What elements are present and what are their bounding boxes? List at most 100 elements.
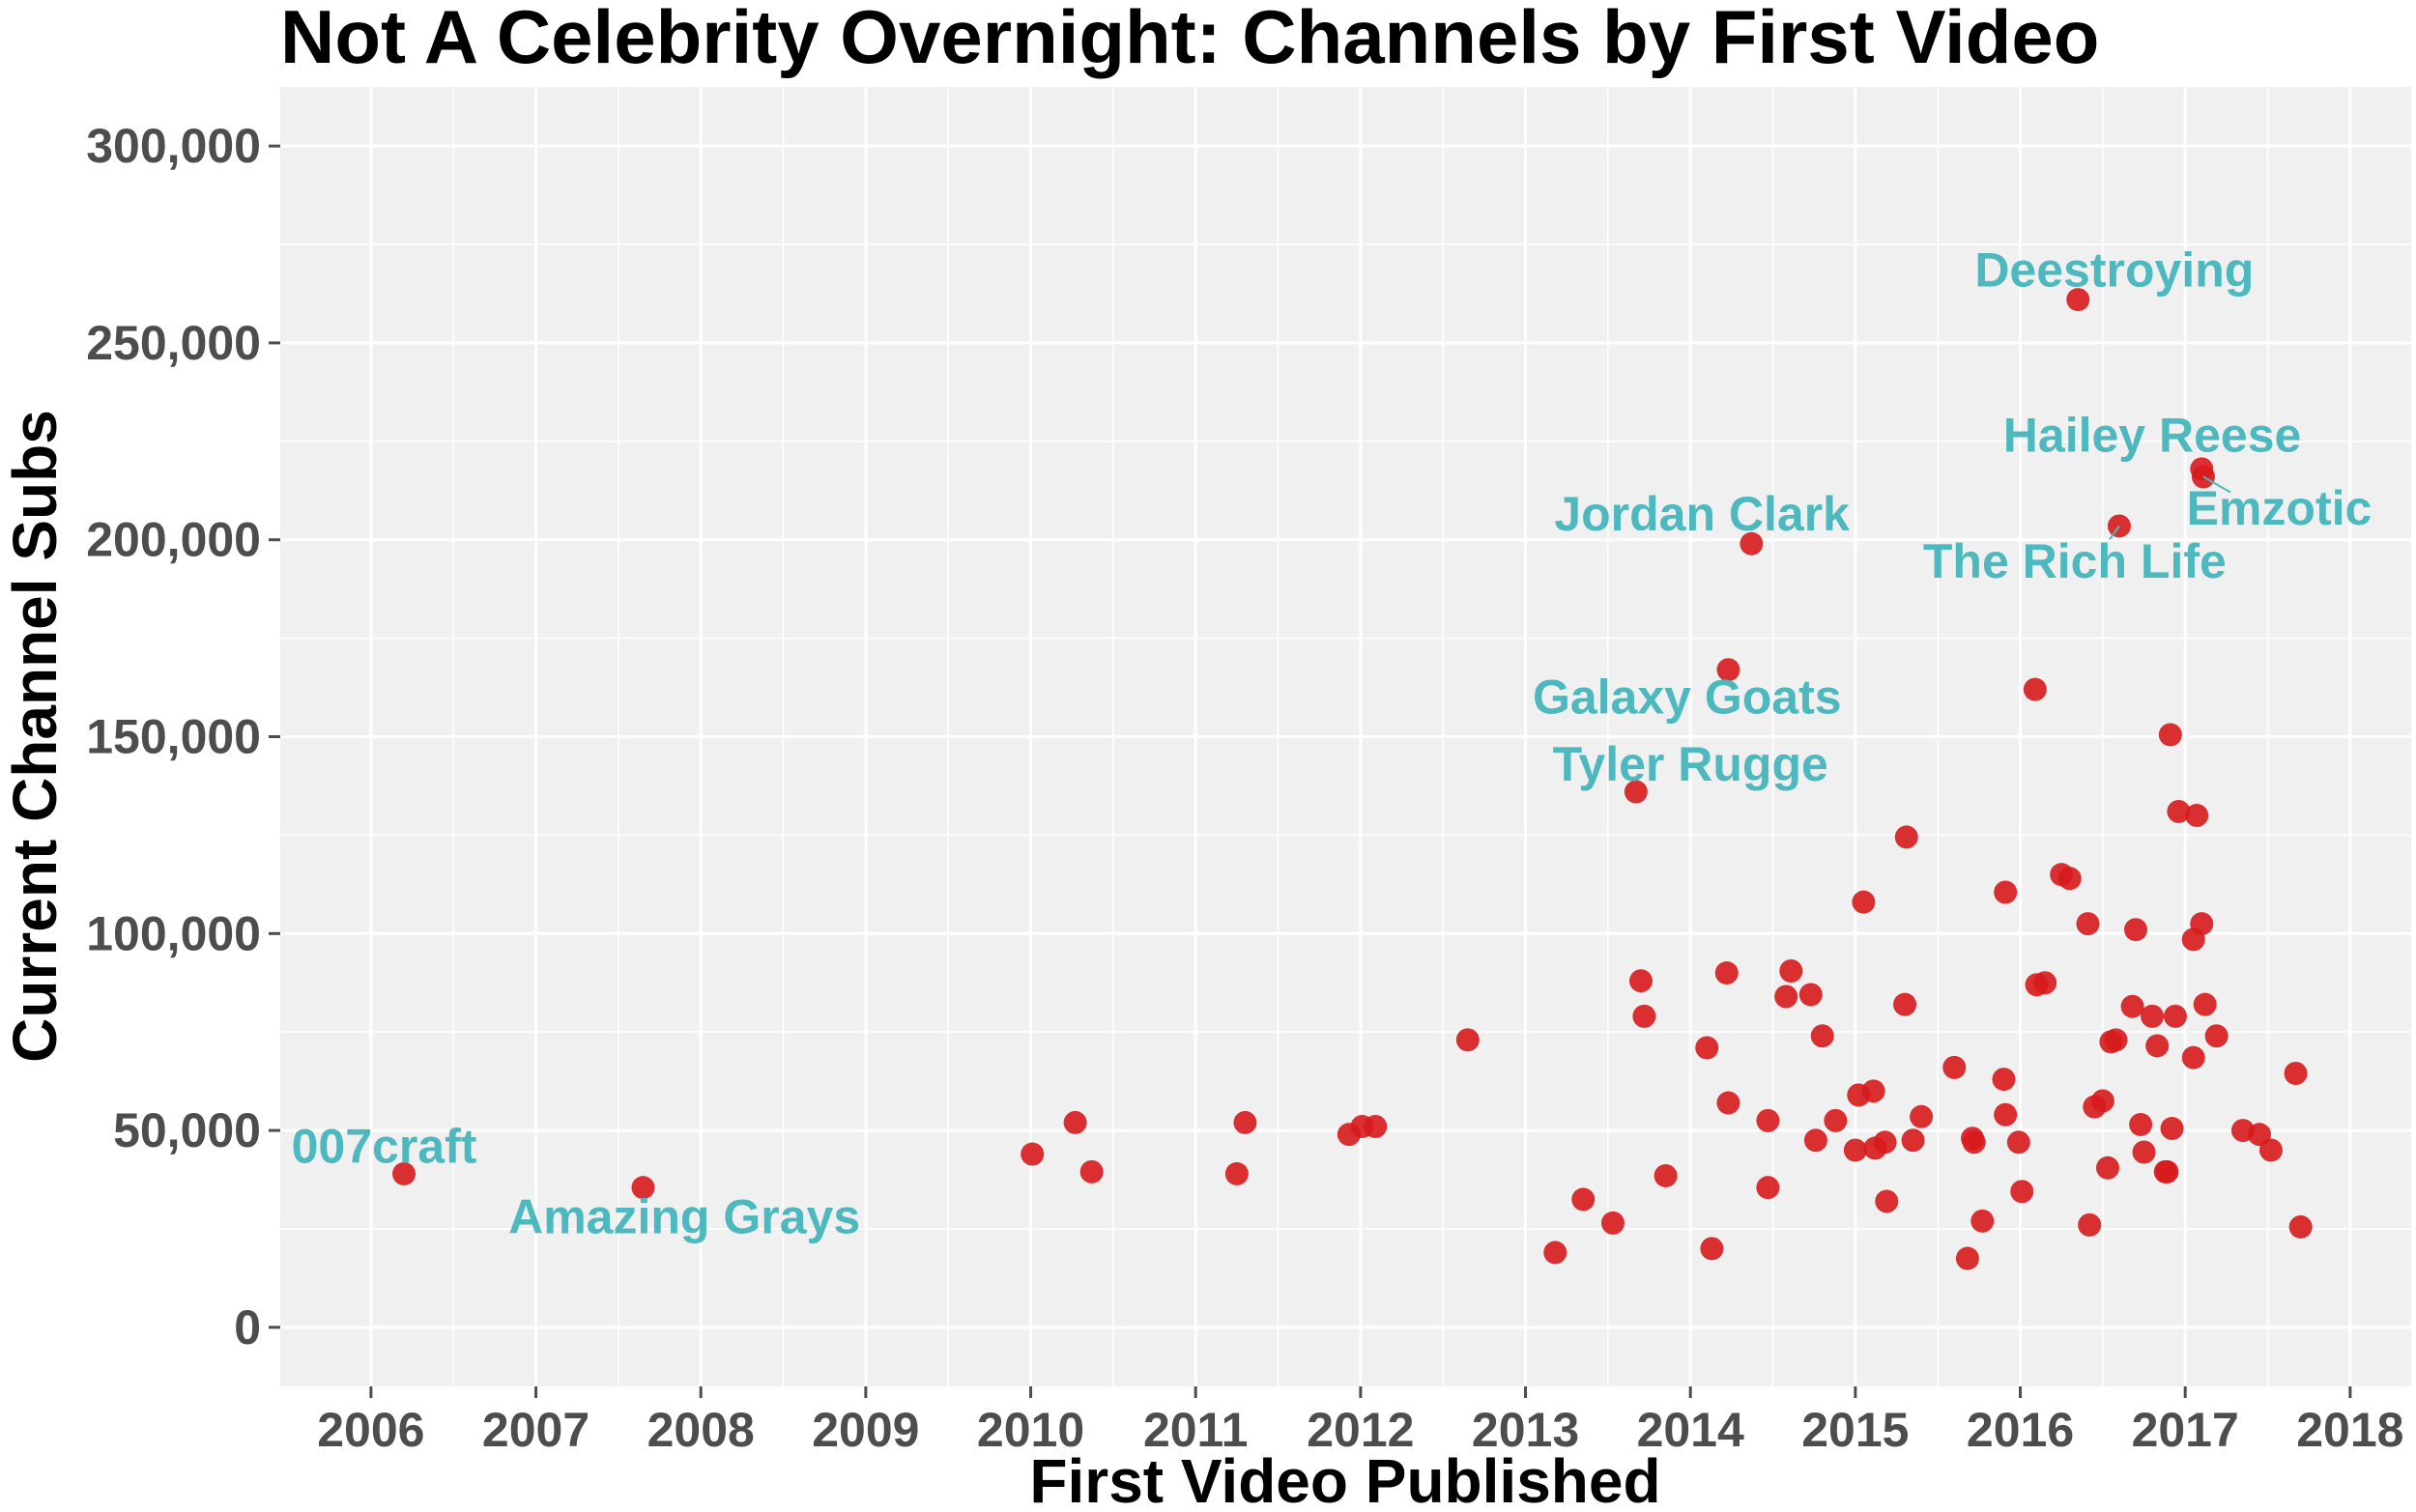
data-point xyxy=(1875,1189,1899,1213)
data-point xyxy=(1063,1110,1087,1134)
data-point xyxy=(1803,1128,1827,1153)
data-point xyxy=(2023,677,2047,701)
x-tick-label: 2010 xyxy=(977,1403,1084,1457)
data-point xyxy=(631,1176,655,1200)
data-point xyxy=(2095,1155,2119,1180)
x-tick-label: 2009 xyxy=(812,1403,919,1457)
data-point xyxy=(1894,825,1918,849)
data-point xyxy=(1714,961,1739,985)
data-point xyxy=(2033,971,2057,995)
x-tick-label: 2012 xyxy=(1307,1403,1414,1457)
data-point xyxy=(1756,1108,1780,1132)
chart-title: Not A Celebrity Overnight: Channels by F… xyxy=(280,0,2099,79)
data-point xyxy=(1843,1138,1867,1162)
data-point xyxy=(2010,1180,2034,1204)
y-tick-label: 250,000 xyxy=(86,316,261,370)
data-point xyxy=(1740,531,1764,556)
data-point xyxy=(2145,1034,2170,1058)
data-point xyxy=(1756,1176,1780,1200)
data-point xyxy=(1233,1110,1257,1134)
x-axis-title: First Video Published xyxy=(1029,1446,1660,1512)
data-point xyxy=(1700,1237,1724,1261)
y-tick-label: 50,000 xyxy=(113,1103,261,1157)
data-point xyxy=(1955,1246,1979,1270)
point-label: Tyler Rugge xyxy=(1553,737,1828,791)
data-point xyxy=(1716,658,1740,682)
data-point xyxy=(2076,912,2100,936)
data-point xyxy=(2160,1117,2184,1141)
data-point xyxy=(1798,983,1823,1007)
data-point xyxy=(1824,1108,1848,1132)
axis-ticks: 2006 2007 2008 2009 2010 2011 2012 2013 2014 2015… xyxy=(86,119,2403,1457)
x-tick-label: 2013 xyxy=(1472,1403,1579,1457)
data-point xyxy=(1654,1163,1678,1187)
x-tick-label: 2006 xyxy=(317,1403,424,1457)
data-point xyxy=(391,1161,416,1185)
data-point xyxy=(2258,1138,2283,1162)
data-point xyxy=(2132,1140,2156,1164)
point-label: Deestroying xyxy=(1974,243,2254,298)
data-point xyxy=(1571,1187,1596,1212)
data-point xyxy=(1624,780,1648,804)
data-point xyxy=(2167,799,2191,823)
data-point xyxy=(2129,1112,2153,1136)
point-label: The Rich Life xyxy=(1923,534,2227,588)
leader-line xyxy=(2202,475,2231,494)
data-point xyxy=(2288,1214,2313,1239)
data-point xyxy=(2190,912,2214,936)
data-point xyxy=(2181,1045,2205,1070)
data-point xyxy=(2006,1130,2030,1155)
data-point xyxy=(1695,1036,1719,1060)
data-point xyxy=(1628,969,1653,993)
data-point xyxy=(1873,1130,1897,1155)
data-point xyxy=(2120,994,2144,1018)
data-point xyxy=(1543,1241,1568,1265)
x-tick-label: 2016 xyxy=(1967,1403,2074,1457)
data-point xyxy=(2141,1004,2165,1028)
y-tick-label: 100,000 xyxy=(86,906,261,960)
data-point xyxy=(2158,723,2182,747)
data-point xyxy=(1992,1068,2016,1092)
data-point xyxy=(1632,1004,1656,1028)
data-point xyxy=(2185,804,2209,828)
data-point xyxy=(2066,288,2090,312)
data-point xyxy=(1901,1128,1925,1153)
y-tick-label: 300,000 xyxy=(86,119,261,173)
x-tick-label: 2011 xyxy=(1143,1403,1248,1457)
x-tick-label: 2014 xyxy=(1637,1403,1744,1457)
data-point xyxy=(2163,1004,2187,1028)
data-point xyxy=(2155,1159,2179,1184)
x-tick-label: 2018 xyxy=(2296,1403,2403,1457)
data-point xyxy=(1774,984,1798,1009)
point-label: Amazing Grays xyxy=(508,1190,860,1244)
data-point xyxy=(1962,1130,1986,1155)
point-label: Hailey Reese xyxy=(2003,409,2302,463)
point-label: Jordan Clark xyxy=(1554,487,1850,541)
data-point xyxy=(2204,1024,2229,1048)
x-tick-label: 2015 xyxy=(1801,1403,1909,1457)
leader-line xyxy=(2109,525,2120,541)
data-point xyxy=(1994,1102,2018,1127)
data-point xyxy=(1852,890,1876,914)
data-point xyxy=(2104,1028,2128,1052)
data-point xyxy=(1910,1104,1934,1128)
data-point xyxy=(1779,959,1803,984)
x-tick-label: 2007 xyxy=(482,1403,590,1457)
data-point xyxy=(1364,1115,1388,1138)
y-tick-label: 0 xyxy=(234,1300,261,1355)
data-point xyxy=(1079,1159,1104,1184)
data-point xyxy=(1893,992,1917,1016)
data-points xyxy=(391,288,2313,1270)
data-point xyxy=(1970,1209,1995,1233)
data-point xyxy=(1455,1028,1480,1052)
data-point xyxy=(1716,1091,1740,1115)
data-point xyxy=(2193,992,2217,1016)
data-point xyxy=(2284,1061,2308,1085)
data-point xyxy=(1994,880,2018,904)
data-point xyxy=(1021,1142,1045,1166)
y-tick-label: 200,000 xyxy=(86,513,261,567)
data-point xyxy=(1810,1024,1834,1048)
data-point xyxy=(1600,1211,1625,1235)
data-point xyxy=(2057,867,2082,891)
